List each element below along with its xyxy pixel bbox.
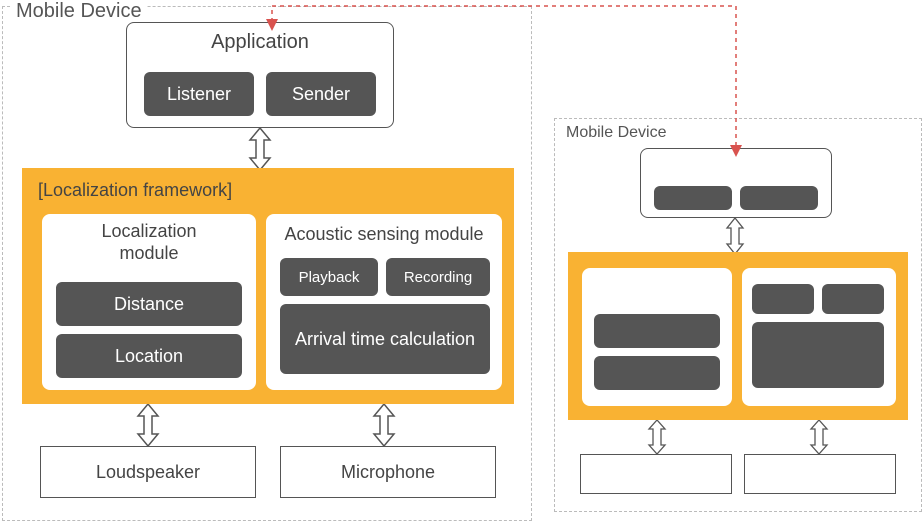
right-playback-pill — [752, 284, 814, 314]
microphone-box: Microphone — [280, 446, 496, 498]
right-device-label: Mobile Device — [566, 124, 666, 142]
arrow-loc-loudspeaker-right — [646, 420, 668, 454]
right-microphone-box — [744, 454, 896, 494]
right-arrival-pill — [752, 322, 884, 388]
location-pill: Location — [56, 334, 242, 378]
left-localization-title: Localization module — [42, 220, 256, 264]
listener-pill: Listener — [144, 72, 254, 116]
left-acoustic-title: Acoustic sensing module — [266, 224, 502, 245]
left-framework-title: [Localization framework] — [38, 180, 232, 201]
left-loc-title-line1: Localization — [101, 221, 196, 241]
arrival-time-pill: Arrival time calculation — [280, 304, 490, 374]
left-application-title: Application — [127, 31, 393, 54]
left-loc-title-line2: module — [119, 243, 178, 263]
arrow-app-framework-left — [246, 128, 274, 170]
playback-pill: Playback — [280, 258, 378, 296]
arrow-loc-loudspeaker — [134, 404, 162, 446]
arrow-app-framework-right — [724, 218, 746, 254]
right-location-pill — [594, 356, 720, 390]
distance-pill: Distance — [56, 282, 242, 326]
right-sender-pill — [740, 186, 818, 210]
right-listener-pill — [654, 186, 732, 210]
arrow-aco-microphone-right — [808, 420, 830, 454]
loudspeaker-box: Loudspeaker — [40, 446, 256, 498]
recording-pill: Recording — [386, 258, 490, 296]
right-recording-pill — [822, 284, 884, 314]
left-device-label: Mobile Device — [12, 0, 146, 23]
sender-pill: Sender — [266, 72, 376, 116]
right-distance-pill — [594, 314, 720, 348]
arrow-aco-microphone — [370, 404, 398, 446]
right-loudspeaker-box — [580, 454, 732, 494]
